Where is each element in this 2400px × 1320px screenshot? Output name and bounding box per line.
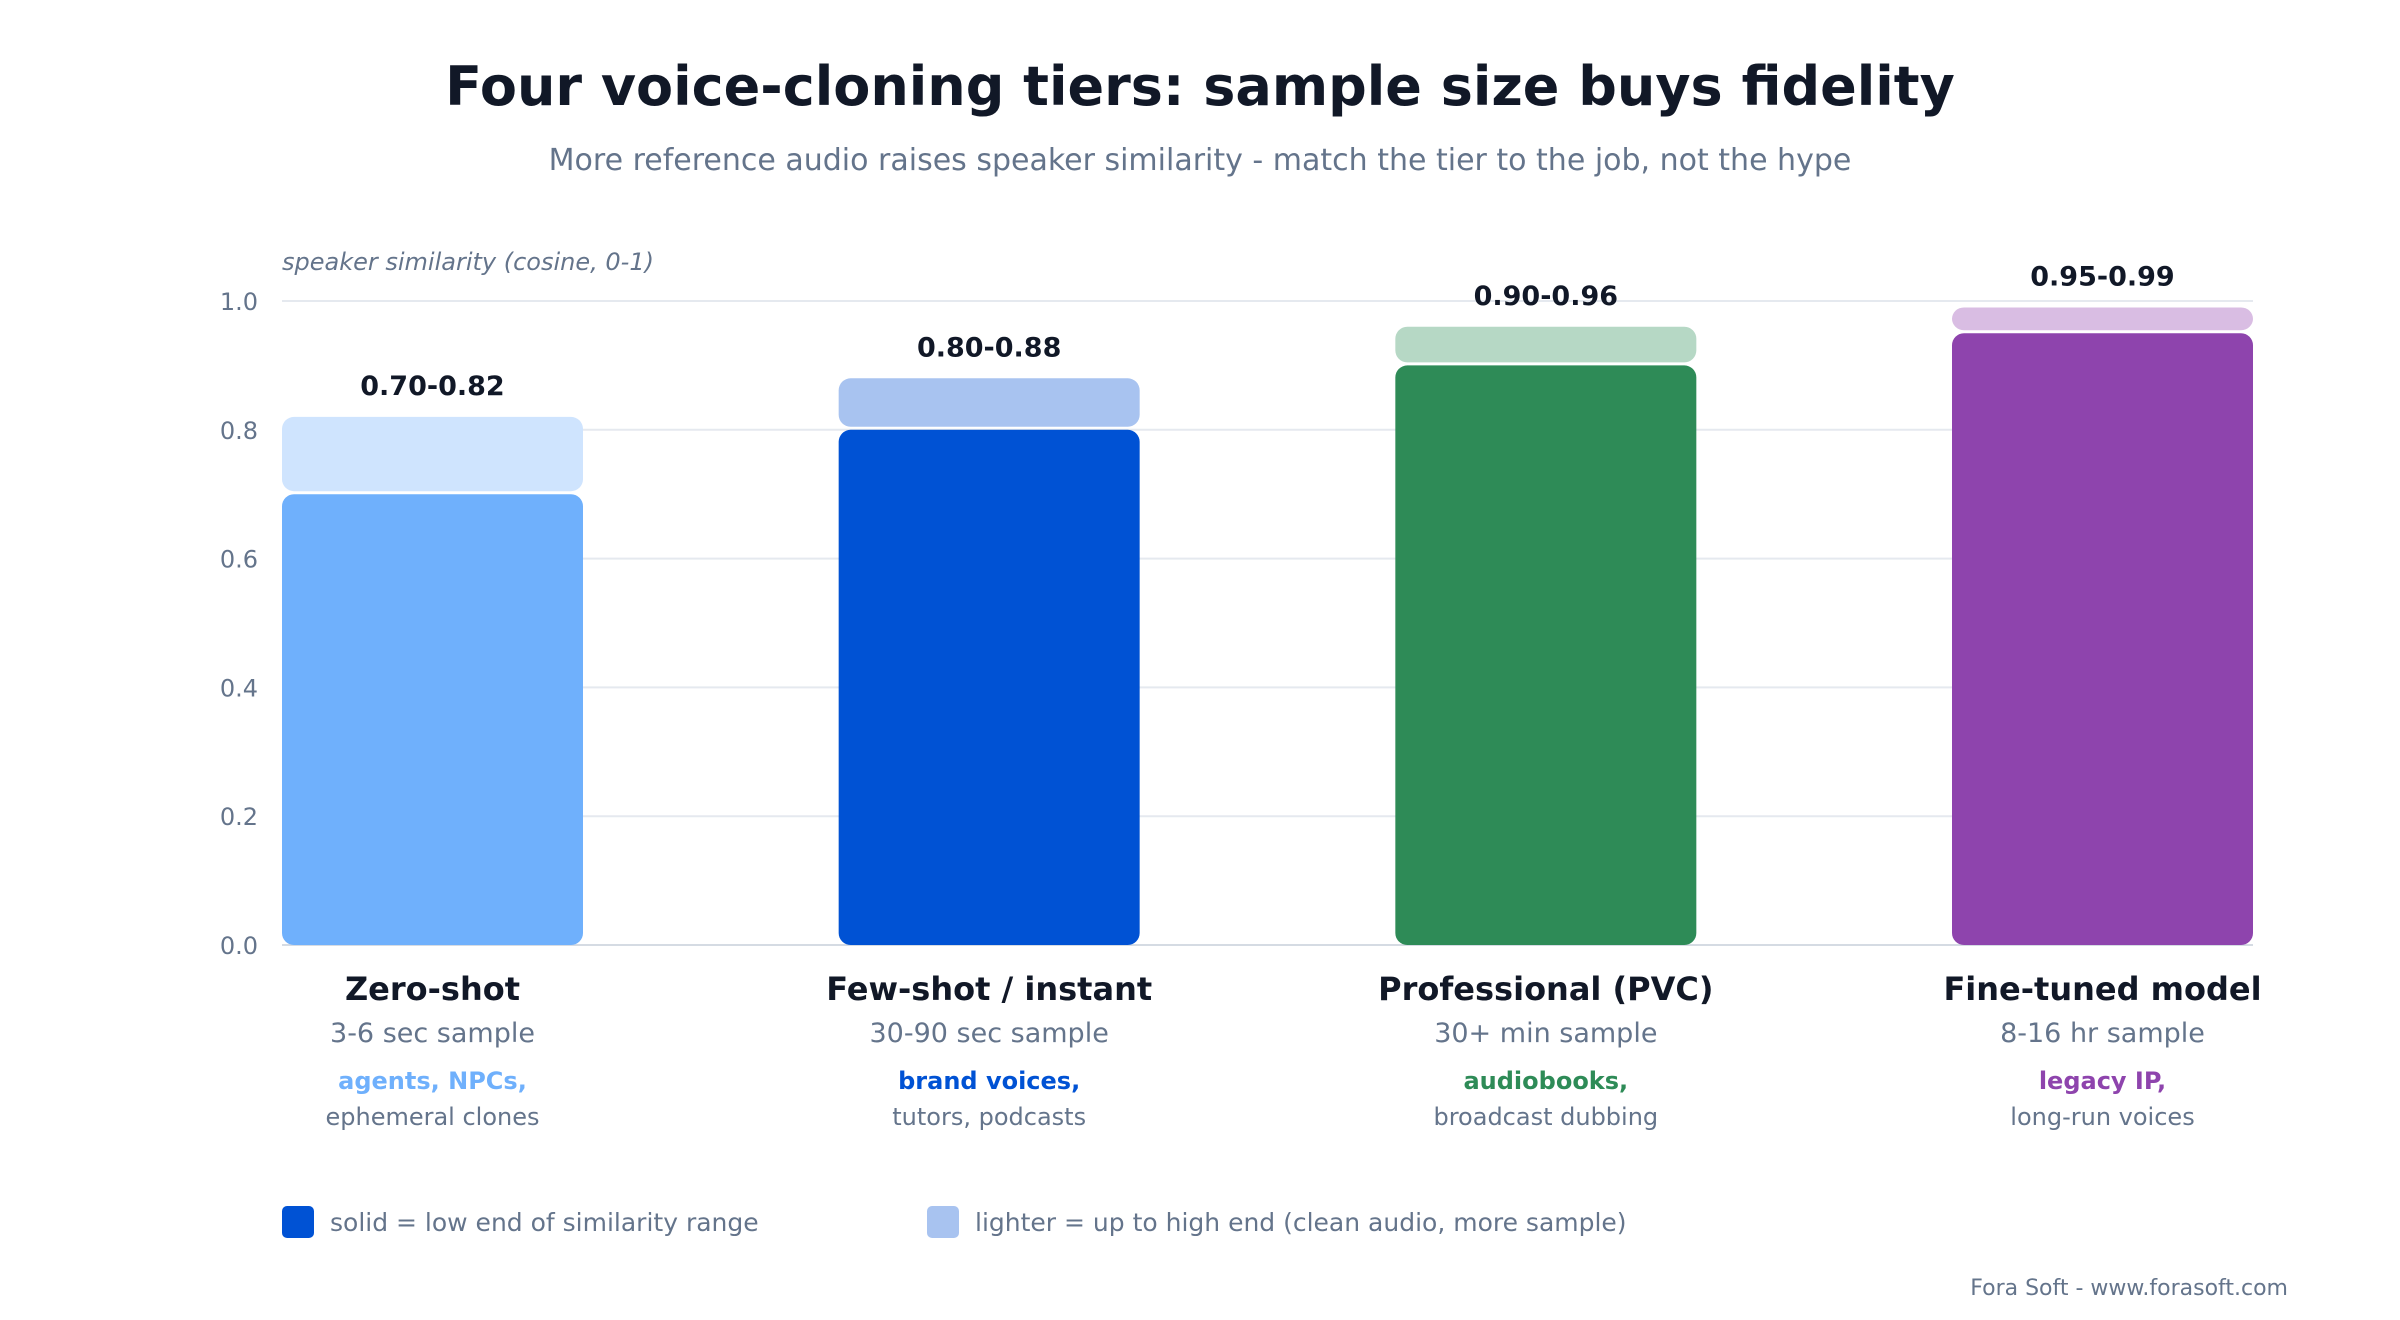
grid-layer: 0.0 0.2 0.4 0.6 0.8 1.0: [220, 288, 2253, 960]
legend-swatch-light: [927, 1206, 959, 1238]
bar-low-range: [838, 429, 1140, 945]
y-tick-label: 1.0: [220, 288, 258, 316]
y-tick-label: 0.2: [220, 803, 258, 831]
bar-high-range: [282, 416, 583, 492]
use-case-primary: audiobooks,: [1463, 1067, 1628, 1095]
bar-high-range: [1395, 326, 1697, 363]
bar-range-label: 0.80-0.88: [917, 332, 1061, 363]
use-case-secondary: broadcast dubbing: [1433, 1103, 1658, 1131]
legend-label-solid: solid = low end of similarity range: [330, 1208, 759, 1237]
y-tick-label: 0.6: [220, 546, 258, 574]
category-label: Few-shot / instant: [826, 970, 1152, 1008]
use-case-secondary: tutors, podcasts: [892, 1103, 1086, 1131]
bar-range-label: 0.90-0.96: [1474, 281, 1618, 312]
legend-label-light: lighter = up to high end (clean audio, m…: [975, 1208, 1627, 1237]
labels-layer: 0.70-0.82 Zero-shot 3-6 sec sample agents, …: [325, 261, 2261, 1131]
category-sample: 3-6 sec sample: [330, 1018, 535, 1049]
category-label: Fine-tuned model: [1943, 970, 2261, 1008]
category-sample: 30+ min sample: [1434, 1018, 1657, 1049]
category-sample: 8-16 hr sample: [2000, 1018, 2205, 1049]
chart-title: Four voice-cloning tiers: sample size bu…: [445, 55, 1955, 118]
y-tick-label: 0.8: [220, 417, 258, 445]
bars-layer: [282, 307, 2253, 945]
legend-swatch-solid: [282, 1206, 314, 1238]
y-axis-label: speaker similarity (cosine, 0-1): [282, 248, 654, 276]
bar-range-label: 0.95-0.99: [2030, 261, 2174, 292]
use-case-primary: brand voices,: [898, 1067, 1080, 1095]
category-sample: 30-90 sec sample: [870, 1018, 1109, 1049]
bar-range-label: 0.70-0.82: [360, 371, 504, 402]
category-label: Professional (PVC): [1378, 970, 1713, 1008]
y-tick-label: 0.0: [220, 932, 258, 960]
legend: solid = low end of similarity range ligh…: [282, 1206, 1627, 1238]
bar-high-range: [838, 378, 1140, 427]
use-case-primary: agents, NPCs,: [338, 1067, 527, 1095]
y-tick-label: 0.4: [220, 674, 258, 702]
bar-high-range: [1952, 307, 2253, 331]
use-case-primary: legacy IP,: [2039, 1067, 2166, 1095]
bar-low-range: [282, 494, 583, 945]
bar-low-range: [1952, 333, 2253, 945]
footer-credit: Fora Soft - www.forasoft.com: [1970, 1276, 2288, 1301]
use-case-secondary: long-run voices: [2010, 1103, 2194, 1131]
bar-low-range: [1395, 365, 1697, 945]
chart-subtitle: More reference audio raises speaker simi…: [549, 143, 1852, 178]
category-label: Zero-shot: [345, 970, 520, 1008]
use-case-secondary: ephemeral clones: [325, 1103, 539, 1131]
